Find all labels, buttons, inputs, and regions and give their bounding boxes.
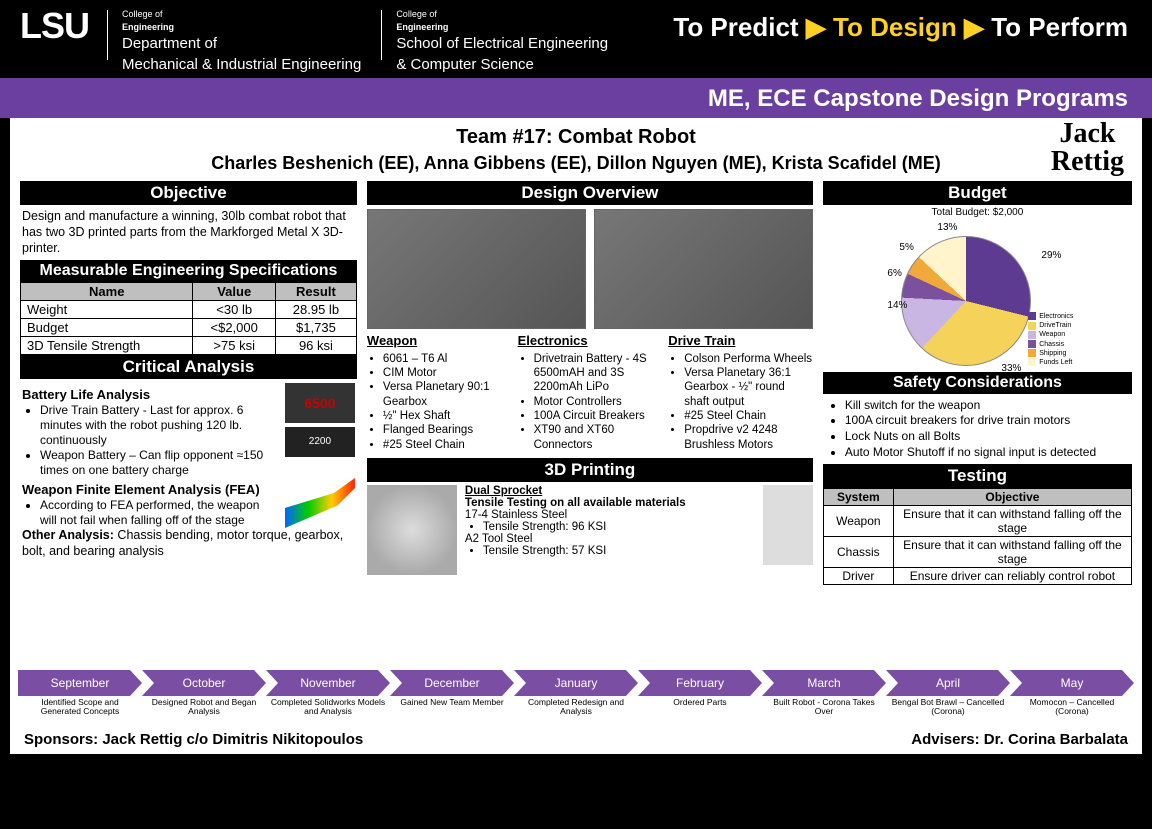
testing-table: SystemObjective WeaponEnsure that it can… [823,488,1132,585]
sponsor-logo: Jack Rettig [1051,120,1124,176]
specs-heading: Measurable Engineering Specifications [20,260,357,282]
program-bar: ME, ECE Capstone Design Programs [0,78,1152,118]
lsu-logo: LSU [20,8,89,44]
tensile-sample-image [763,485,813,565]
budget-heading: Budget [823,181,1132,205]
timeline-item: AprilBengal Bot Brawl – Cancelled (Coron… [886,670,1010,718]
tagline: To Predict ▶ To Design ▶ To Perform [673,12,1128,43]
timeline-item: FebruaryOrdered Parts [638,670,762,718]
timeline-item: OctoberDesigned Robot and Began Analysis [142,670,266,718]
timeline-item: NovemberCompleted Solidworks Models and … [266,670,390,718]
timeline-item: JanuaryCompleted Redesign and Analysis [514,670,638,718]
poster-content: Jack Rettig Team #17: Combat Robot Charl… [10,118,1142,754]
sprocket-image [367,485,457,575]
specs-table: NameValueResult Weight<30 lb28.95 lb Bud… [20,282,357,355]
timeline-item: DecemberGained New Team Member [390,670,514,718]
budget-legend: Electronics DriveTrain Weapon Chassis Sh… [1028,312,1073,367]
timeline-item: MayMomocon – Cancelled (Corona) [1010,670,1134,718]
robot-photo-interior [594,209,813,329]
dept-me: College of Engineering Department of Mec… [122,8,361,75]
printing-heading: 3D Printing [367,458,813,482]
sponsors-text: Sponsors: Jack Rettig c/o Dimitris Nikit… [24,731,363,748]
testing-heading: Testing [823,464,1132,488]
safety-list: Kill switch for the weapon100A circuit b… [823,394,1132,464]
battery-photo-2: 2200 [285,427,355,457]
battery-photo-1: 6500 [285,383,355,423]
budget-title: Total Budget: $2,000 [823,207,1132,218]
critical-heading: Critical Analysis [20,355,357,379]
team-heading: Team #17: Combat Robot Charles Beshenich… [20,124,1132,175]
header-bar: LSU College of Engineering Department of… [0,0,1152,78]
timeline-item: MarchBuilt Robot - Corona Takes Over [762,670,886,718]
robot-photo-exterior [367,209,586,329]
objective-text: Design and manufacture a winning, 30lb c… [20,205,357,260]
dept-ece: College of Engineering School of Electri… [396,8,608,75]
footer: Sponsors: Jack Rettig c/o Dimitris Nikit… [24,731,1128,748]
timeline: SeptemberIdentified Scope and Generated … [18,670,1134,718]
budget-pie-chart: 29% 33% 14% 6% 5% 13% Electronics DriveT… [887,222,1067,372]
design-columns: Weapon 6061 – T6 AlCIM Motor Versa Plane… [367,333,813,452]
critical-analysis: Battery Life Analysis Drive Train Batter… [20,379,357,564]
safety-heading: Safety Considerations [823,372,1132,394]
design-heading: Design Overview [367,181,813,205]
printing-section: Dual Sprocket Tensile Testing on all ava… [367,485,813,575]
objective-heading: Objective [20,181,357,205]
advisers-text: Advisers: Dr. Corina Barbalata [911,731,1128,748]
fea-image [285,478,355,528]
timeline-item: SeptemberIdentified Scope and Generated … [18,670,142,718]
